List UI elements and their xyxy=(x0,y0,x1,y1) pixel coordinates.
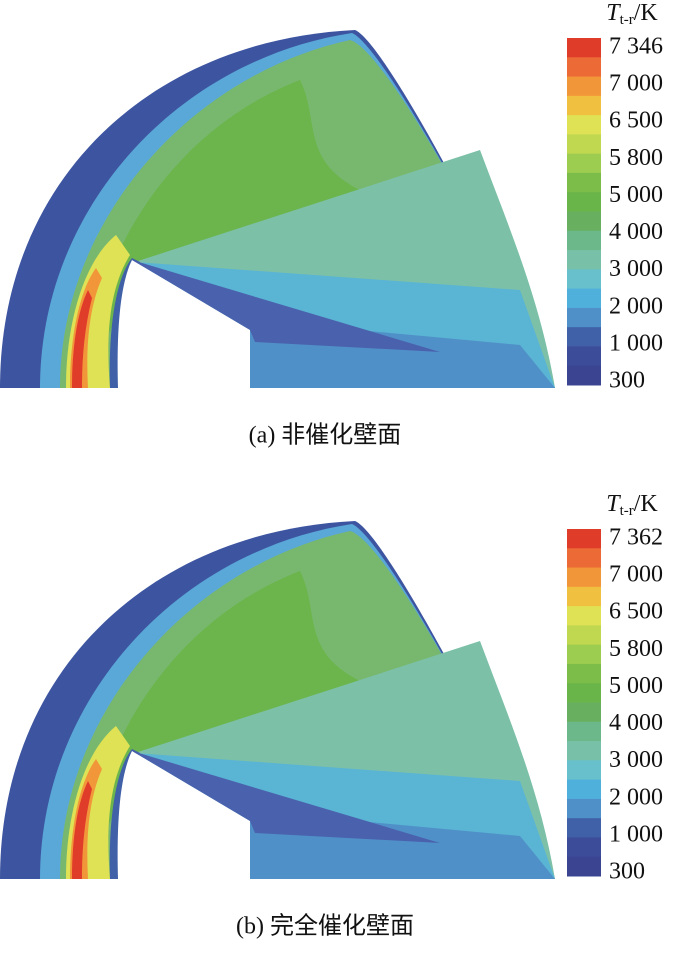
colorbar-title: Tt-r/K xyxy=(606,0,658,28)
body xyxy=(117,260,251,388)
colorbar-tick-label: 6 500 xyxy=(609,599,663,625)
colorbar-tick-label: 7 000 xyxy=(609,71,663,97)
colorbar-title: Tt-r/K xyxy=(606,491,658,520)
colorbar-band xyxy=(567,567,601,588)
colorbar-band xyxy=(567,741,601,761)
colorbar-tick-label: 4 000 xyxy=(609,710,663,736)
colorbar-band xyxy=(567,663,601,684)
colorbar-band xyxy=(567,702,601,723)
colorbar-band xyxy=(567,269,601,290)
colorbar-band xyxy=(567,625,601,646)
colorbar-band xyxy=(567,95,601,116)
colorbar-tick-label: 3 000 xyxy=(609,747,663,773)
colorbar-band xyxy=(567,76,601,97)
colorbar-tick-label: 2 000 xyxy=(609,293,663,319)
colorbar-symbol: T xyxy=(606,0,621,26)
colorbar-band xyxy=(567,192,601,212)
colorbar-unit: /K xyxy=(634,0,659,26)
contour-panel: Tt-r/K 7 362 7 000 6 500 5 800 5 000 4 000 3 00… xyxy=(0,491,663,940)
colorbar-band xyxy=(567,288,601,309)
colorbar-band xyxy=(567,779,601,800)
colorbar-band xyxy=(567,230,601,251)
colorbar-band xyxy=(567,307,601,328)
wall-layer xyxy=(109,749,140,879)
colorbar-tick-label: 7 362 xyxy=(609,525,663,551)
colorbar-tick-label: 5 000 xyxy=(609,673,663,699)
colorbar-tick-label: 3 000 xyxy=(609,256,663,282)
colorbar-tick-label: 300 xyxy=(609,368,645,394)
colorbar-tick-label: 1 000 xyxy=(609,821,663,847)
caption: (b) 完全催化壁面 xyxy=(236,913,414,940)
colorbar-band xyxy=(567,211,601,232)
colorbar-band xyxy=(567,856,601,877)
colorbar-band xyxy=(567,327,601,347)
colorbar-band xyxy=(567,172,601,193)
colorbar-band xyxy=(567,250,601,270)
colorbar-band xyxy=(567,115,601,135)
colorbar-tick-label: 5 800 xyxy=(609,636,663,662)
colorbar-tick-label: 4 000 xyxy=(609,219,663,245)
caption: (a) 非催化壁面 xyxy=(249,422,402,449)
colorbar-tick-label: 2 000 xyxy=(609,784,663,810)
wedge xyxy=(132,260,440,352)
colorbar-band xyxy=(567,644,601,665)
colorbar-band xyxy=(567,134,601,155)
colorbar-tick-label: 7 346 xyxy=(609,34,663,60)
hot-core xyxy=(72,781,92,879)
colorbar-tick-label: 5 000 xyxy=(609,182,663,208)
colorbar-band xyxy=(567,346,601,367)
colorbar-band xyxy=(567,818,601,838)
colorbar-band xyxy=(567,721,601,742)
contour-panel: Tt-r/K 7 346 7 000 6 500 5 800 5 000 4 000 3 00… xyxy=(0,0,663,449)
wedge xyxy=(132,751,440,843)
colorbar-band xyxy=(567,57,601,78)
colorbar-band xyxy=(567,837,601,858)
colorbar-subscript: t-r xyxy=(620,503,634,519)
colorbar-symbol: T xyxy=(606,491,621,517)
wall-layer xyxy=(109,258,140,388)
colorbar-band xyxy=(567,683,601,703)
colorbar-band xyxy=(567,529,601,549)
colorbar-unit: /K xyxy=(634,491,659,517)
colorbar-band xyxy=(567,548,601,569)
body xyxy=(117,751,251,879)
colorbar-tick-label: 1 000 xyxy=(609,330,663,356)
colorbar-band xyxy=(567,606,601,626)
colorbar-tick-label: 7 000 xyxy=(609,562,663,588)
colorbar-tick-label: 6 500 xyxy=(609,108,663,134)
colorbar-band xyxy=(567,153,601,174)
colorbar-band xyxy=(567,760,601,781)
colorbar-band xyxy=(567,586,601,607)
colorbar-band xyxy=(567,38,601,58)
colorbar-tick-label: 5 800 xyxy=(609,145,663,171)
colorbar-subscript: t-r xyxy=(620,12,634,28)
colorbar-band xyxy=(567,798,601,819)
colorbar-band xyxy=(567,365,601,386)
colorbar-tick-label: 300 xyxy=(609,859,645,885)
hot-core xyxy=(72,290,92,388)
